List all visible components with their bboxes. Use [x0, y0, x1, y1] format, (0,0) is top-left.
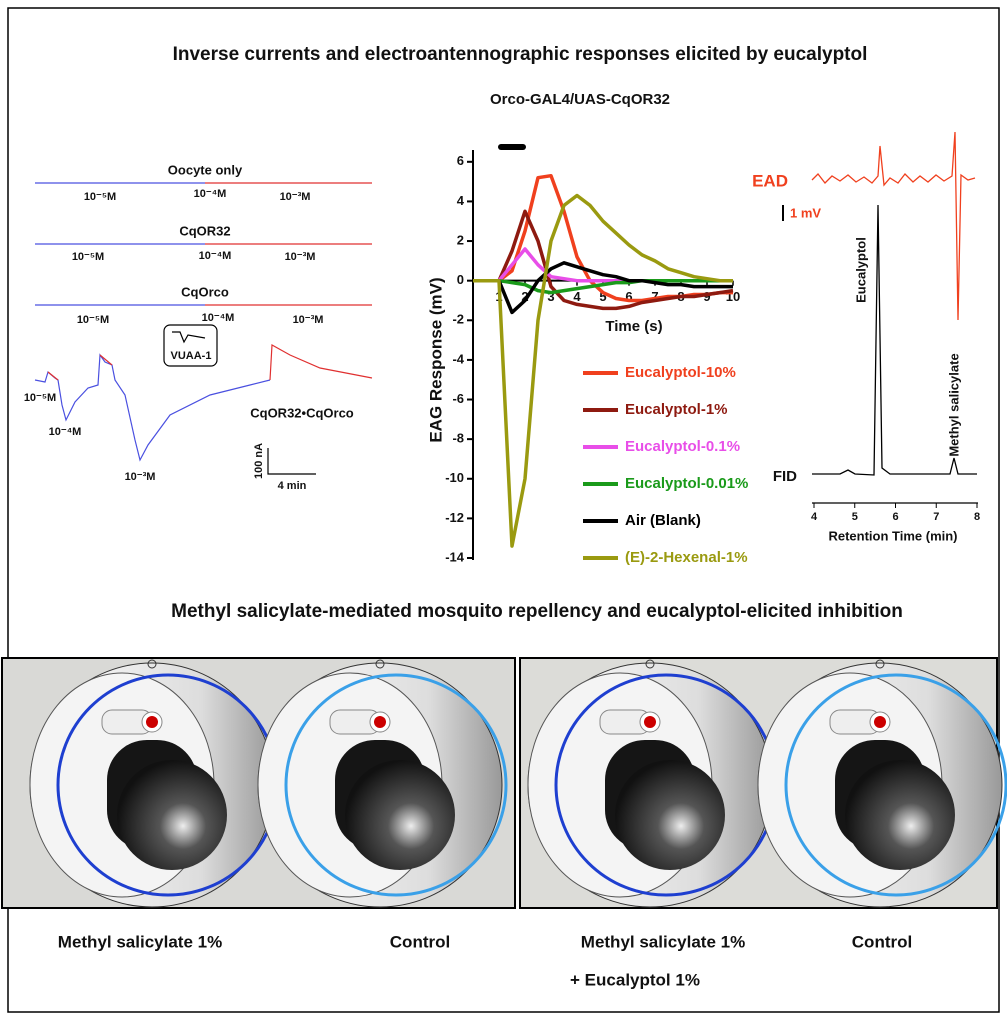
arena [757, 659, 1007, 908]
concentration-label: 10⁻⁵M [77, 314, 109, 326]
concentration-label: 10⁻⁵M [84, 191, 116, 203]
caption: Control [852, 932, 912, 951]
chart-title: Orco-GAL4/UAS-CqOR32 [490, 91, 670, 108]
y-tick-label: 4 [457, 193, 465, 208]
concentration-label: 10⁻³M [285, 251, 316, 263]
gc-tick-label: 7 [933, 511, 939, 523]
scale-label: 4 min [278, 480, 307, 492]
y-tick-label: -6 [452, 391, 464, 406]
legend-label: (E)-2-Hexenal-1% [625, 549, 748, 566]
x-tick-label: 5 [599, 289, 606, 304]
stimulus-bar [498, 144, 526, 150]
y-tick-label: -10 [445, 470, 464, 485]
gc-tick-label: 4 [811, 511, 818, 523]
x-tick-label: 3 [547, 289, 554, 304]
gc-tick-label: 8 [974, 511, 980, 523]
series-line [473, 278, 733, 295]
gc-x-label: Retention Time (min) [828, 528, 957, 543]
ead-label: EAD [752, 171, 788, 190]
peak-label: Methyl salicylate [946, 353, 961, 456]
concentration-label: 10⁻⁴M [194, 188, 227, 200]
scale-label: 100 nA [253, 443, 265, 479]
x-tick-label: 4 [573, 289, 581, 304]
y-tick-label: -12 [445, 510, 464, 525]
x-axis-label: Time (s) [605, 318, 662, 335]
title: Inverse currents and electroantennograph… [173, 44, 868, 65]
x-tick-label: 6 [625, 289, 632, 304]
gc-tick-label: 6 [892, 511, 898, 523]
legend-label: Air (Blank) [625, 512, 701, 529]
y-tick-label: -8 [452, 431, 464, 446]
section-title: Methyl salicylate-mediated mosquito repe… [171, 601, 903, 622]
caption: Methyl salicylate 1% [58, 932, 222, 951]
y-tick-label: 0 [457, 272, 464, 287]
y-tick-label: -14 [445, 549, 465, 564]
gc-tick-label: 5 [852, 511, 858, 523]
caption: Methyl salicylate 1% [581, 932, 745, 951]
concentration-label: 10⁻³M [125, 471, 156, 483]
y-tick-label: 6 [457, 153, 464, 168]
y-tick-label: 2 [457, 232, 464, 247]
fid-label: FID [773, 468, 797, 485]
trace-label: CqOrco [181, 284, 229, 299]
x-tick-label: 7 [651, 289, 658, 304]
legend-label: Eucalyptol-10% [625, 364, 736, 381]
trace-label: CqOR32 [179, 223, 230, 238]
caption: + Eucalyptol 1% [570, 970, 700, 989]
x-tick-label: 9 [703, 289, 710, 304]
concentration-label: 10⁻³M [280, 191, 311, 203]
y-axis-label: EAG Response (mV) [426, 277, 445, 442]
x-tick-label: 2 [521, 289, 528, 304]
series-line [473, 261, 733, 315]
inset-label: VUAA-1 [171, 350, 212, 362]
concentration-label: 10⁻⁵M [24, 392, 56, 404]
concentration-label: 10⁻⁴M [199, 250, 232, 262]
ead-scale: 1 mV [790, 205, 821, 220]
legend-label: Eucalyptol-0.1% [625, 438, 740, 455]
series-line [473, 193, 733, 548]
legend-label: Eucalyptol-0.01% [625, 475, 748, 492]
concentration-label: 10⁻³M [293, 314, 324, 326]
concentration-label: 10⁻⁵M [72, 251, 104, 263]
current-traces [34, 182, 373, 475]
y-tick-label: -2 [452, 312, 464, 327]
legend-label: Eucalyptol-1% [625, 401, 728, 418]
trace-label: Oocyte only [168, 162, 243, 177]
concentration-label: 10⁻⁴M [202, 312, 235, 324]
caption: Control [390, 932, 450, 951]
series-line [473, 209, 734, 311]
arena [257, 659, 508, 908]
trace-label: CqOR32•CqOrco [250, 405, 354, 420]
y-tick-label: -4 [452, 351, 464, 366]
peak-label: Eucalyptol [853, 237, 868, 303]
concentration-label: 10⁻⁴M [49, 426, 82, 438]
